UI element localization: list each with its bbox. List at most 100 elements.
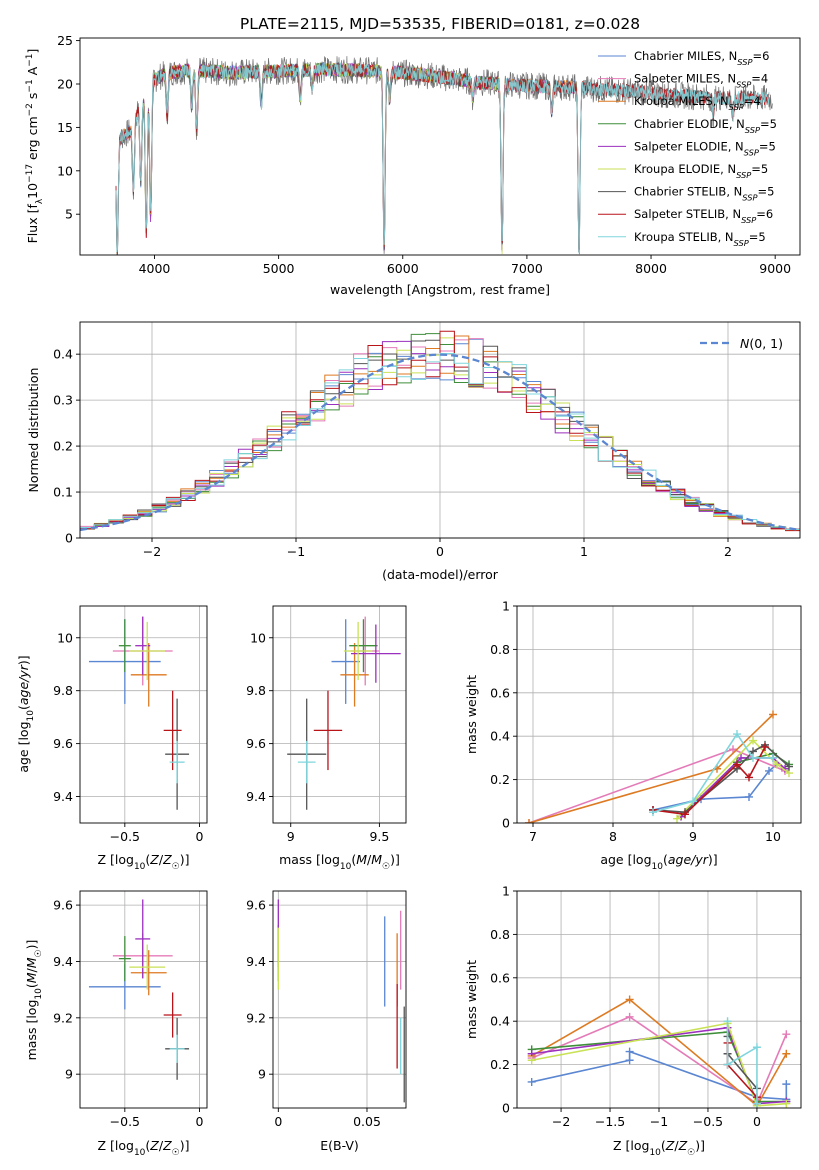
y-tick-label: 0 bbox=[502, 1101, 510, 1116]
x-tick-label: 4000 bbox=[139, 261, 171, 276]
y-tick-label: 9.2 bbox=[53, 1010, 73, 1025]
weight-marker bbox=[625, 1012, 634, 1021]
plot-area bbox=[287, 616, 401, 810]
legend-entry: N(0, 1) bbox=[740, 336, 783, 351]
weight-marker bbox=[737, 753, 745, 762]
y-tick-label: 1 bbox=[502, 884, 510, 899]
x-tick-label: −2 bbox=[552, 1114, 570, 1129]
weight-line bbox=[652, 732, 773, 813]
x-tick-label: 8 bbox=[609, 829, 617, 844]
age-vs-mass-x-label: mass [log10(M/M☉)] bbox=[279, 852, 400, 872]
x-tick-label: 2 bbox=[724, 544, 732, 559]
spectrum-panel: 4000 5000 6000 7000 8000 9000 5 10 15 20 25 wavelen… bbox=[25, 33, 801, 297]
y-tick-label: 9.4 bbox=[246, 954, 266, 969]
x-tick-label: 9 bbox=[287, 829, 295, 844]
x-tick-label: 9 bbox=[689, 829, 697, 844]
y-tick-label: 0.1 bbox=[53, 485, 73, 500]
residuals-x-label: (data-model)/error bbox=[382, 567, 499, 582]
y-tick-label: 9.8 bbox=[246, 683, 266, 698]
x-tick-label: 1 bbox=[580, 544, 588, 559]
weight-marker bbox=[749, 736, 757, 745]
legend-entry: Kroupa MILES, NSSP=4 bbox=[634, 94, 761, 112]
weight-marker bbox=[723, 1017, 732, 1026]
weight-marker bbox=[749, 753, 757, 762]
weight-line bbox=[652, 743, 790, 813]
spectrum-model-line bbox=[141, 63, 503, 252]
mass_vs_Z-panel: −0.5 0 9 9.2 9.4 9.6 Z [log10(Z/Z☉)] mass [log1… bbox=[24, 890, 208, 1158]
residuals-panel: −2 −1 0 1 2 0 0.1 0.2 0.3 0.4 (data-model)/error No… bbox=[26, 321, 801, 582]
y-tick-label: 1 bbox=[502, 599, 510, 614]
weight-marker bbox=[625, 995, 634, 1004]
weight-marker bbox=[689, 797, 697, 806]
x-tick-label: −1.5 bbox=[595, 1114, 625, 1129]
mass-vs-Z-y-label: mass [log10(M/M☉)] bbox=[24, 940, 44, 1061]
plot-area bbox=[115, 56, 773, 255]
y-tick-label: 9.2 bbox=[246, 1010, 266, 1025]
weight-line bbox=[531, 1015, 788, 1105]
weight-marker bbox=[733, 760, 741, 769]
axes-frame bbox=[272, 890, 407, 1109]
plot-area bbox=[88, 616, 190, 810]
legend-entry: Salpeter STELIB, NSSP=6 bbox=[634, 207, 773, 225]
axes-frame bbox=[272, 605, 407, 824]
axes-frame bbox=[79, 890, 208, 1109]
panels: 4000 5000 6000 7000 8000 9000510152025wavelen… bbox=[16, 33, 802, 1158]
plot-area bbox=[525, 710, 793, 823]
x-tick-label: 8000 bbox=[635, 261, 667, 276]
weight-marker bbox=[525, 819, 533, 823]
weight_vs_Z-y-label: mass weight bbox=[464, 960, 479, 1039]
axes-frame bbox=[79, 605, 208, 824]
y-tick-label: 9.4 bbox=[53, 954, 73, 969]
weight-marker bbox=[765, 766, 773, 775]
spectrum-model-line bbox=[115, 62, 770, 253]
weight-marker bbox=[752, 1043, 761, 1052]
gaussian-curve bbox=[80, 353, 800, 532]
y-tick-label: 20 bbox=[57, 77, 73, 92]
plot-area bbox=[277, 899, 405, 1103]
spectrum-x-label: wavelength [Angstrom, rest frame] bbox=[330, 282, 550, 297]
plot-area bbox=[80, 330, 800, 532]
x-tick-label: 7 bbox=[529, 829, 537, 844]
weight-marker bbox=[785, 762, 793, 771]
weight-marker bbox=[769, 753, 777, 762]
weight-line bbox=[726, 1021, 758, 1104]
spectrum-legend: Chabrier MILES, NSSP=6 Salpeter MILES, NS… bbox=[598, 49, 777, 248]
x-tick-label: 7000 bbox=[511, 261, 543, 276]
weight-marker bbox=[625, 1056, 634, 1065]
y-tick-label: 0.4 bbox=[53, 347, 73, 362]
weight-marker bbox=[527, 1056, 536, 1065]
y-tick-label: 9.6 bbox=[246, 736, 266, 751]
x-tick-label: 9.5 bbox=[369, 829, 389, 844]
weight-marker bbox=[673, 814, 681, 823]
legend-entry: Chabrier MILES, NSSP=6 bbox=[634, 49, 769, 67]
weight-marker bbox=[782, 1030, 791, 1039]
x-tick-label: −0.5 bbox=[110, 1114, 140, 1129]
y-tick-label: 9.4 bbox=[53, 789, 73, 804]
weight-marker bbox=[527, 1077, 536, 1086]
y-tick-label: 10 bbox=[57, 163, 73, 178]
y-tick-label: 0.4 bbox=[490, 729, 510, 744]
legend-entry: Chabrier ELODIE, NSSP=5 bbox=[634, 117, 777, 135]
age_vs_mass-panel: 9 9.5 9.4 9.6 9.8 10 mass [log10(M/M☉)] bbox=[246, 605, 407, 872]
x-tick-label: −1 bbox=[650, 1114, 668, 1129]
histogram-step bbox=[80, 353, 800, 530]
axes-frame bbox=[79, 37, 801, 256]
plot-area bbox=[527, 995, 791, 1108]
legend-entry: Salpeter MILES, NSSP=4 bbox=[634, 72, 768, 90]
y-tick-label: 0.3 bbox=[53, 393, 73, 408]
spectrum-model-line bbox=[115, 62, 580, 255]
mass-vs-Z-x-label: Z [log10(Z/Z☉)] bbox=[97, 1138, 189, 1158]
mass-vs-ebv-x-label: E(B-V) bbox=[320, 1138, 359, 1153]
x-tick-label: 5000 bbox=[263, 261, 295, 276]
y-tick-label: 9.6 bbox=[53, 898, 73, 913]
y-tick-label: 9 bbox=[258, 1067, 266, 1082]
weight-marker bbox=[625, 1047, 634, 1056]
weight_vs_Z-panel: −2 −1.5 −1 −0.5 0 0 0.2 0.4 0.6 0.8 1 Z [log10(Z/Z☉… bbox=[464, 884, 802, 1158]
x-tick-label: 0.05 bbox=[353, 1114, 381, 1129]
y-tick-label: 0.8 bbox=[490, 642, 510, 657]
weight_vs_age-panel: 7 8 9 10 0 0.2 0.4 0.6 0.8 1 age [log10(age/yr)] ma… bbox=[464, 599, 802, 872]
age_vs_Z-panel: −0.5 0 9.4 9.6 9.8 10 Z [log10(Z/Z☉)] age [log1… bbox=[16, 605, 208, 872]
x-tick-label: 0 bbox=[196, 829, 204, 844]
weight-marker bbox=[782, 1080, 791, 1089]
age-vs-Z-y-label: age [log10(age/yr)] bbox=[16, 655, 36, 772]
